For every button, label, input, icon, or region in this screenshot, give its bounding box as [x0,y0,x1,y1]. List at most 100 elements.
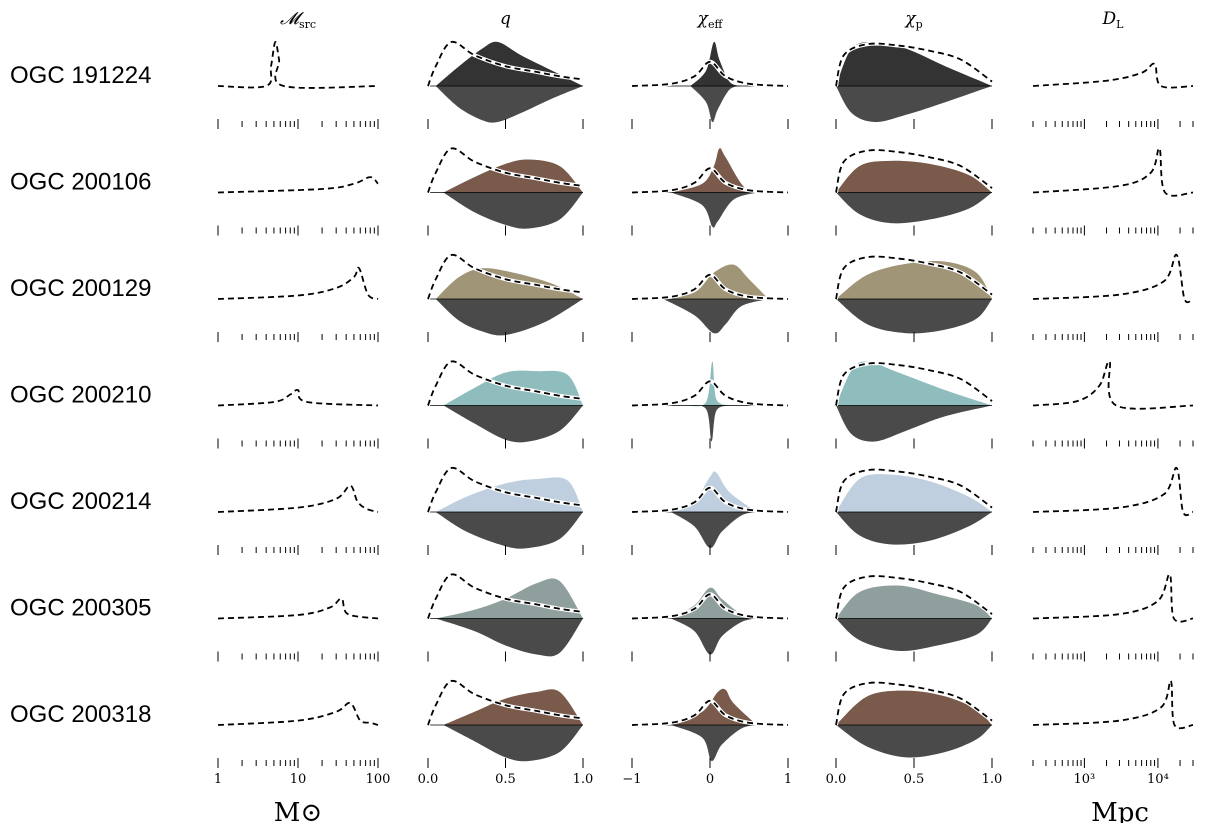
tick-label: 0 [706,772,714,787]
tick-row [631,119,789,129]
prior-curve [427,147,584,193]
panel-chi_eff [631,688,789,768]
posterior-lower-violin [443,725,583,762]
tick-label: 1.0 [573,772,594,787]
prior-curve [1032,573,1194,623]
posterior-upper-violin [435,41,583,86]
panel-mchirp [217,41,379,129]
prior-curve [427,253,584,300]
tick-row [427,545,584,555]
posterior-upper-violin [836,690,992,725]
prior-curve [217,484,379,513]
prior-curve [631,486,789,513]
tick-row [631,651,789,662]
panel-dl [1032,147,1194,236]
axis-unit-label: Mpc [1091,798,1149,823]
prior-curve [835,149,993,193]
tick-row [1032,119,1194,129]
tick-row [217,119,379,129]
posterior-lower-violin [690,86,742,123]
prior-curve [217,701,379,726]
posterior-lower-violin [836,725,992,758]
posterior-upper-violin [836,160,992,193]
panel-mchirp [217,176,379,236]
panel-dl [1032,573,1194,662]
prior-curve [217,176,379,194]
tick-row [427,438,584,449]
prior-curve [631,167,789,194]
prior-curve [427,573,584,619]
tick-row [1032,225,1194,236]
posterior-lower-violin [435,86,583,123]
posterior-lower-violin [836,86,992,123]
posterior-upper-violin [836,41,992,86]
panel-chi_p [834,41,994,129]
axis-unit-label: M⊙ [274,798,322,823]
panel-chi_eff [631,41,789,129]
event-label: OGC 200106 [10,169,151,196]
panel-chi_p [834,574,994,662]
posterior-lower-violin [435,512,583,549]
posterior-upper-violin [836,474,992,512]
prior-curve [631,60,789,87]
panel-q [426,39,584,129]
column-title-dl: DL [1102,9,1125,31]
posterior-lower-violin [435,299,583,336]
tick-row [217,545,379,555]
tick-row [835,438,993,449]
tick-row [631,545,789,555]
tick-row [427,651,584,662]
tick-row [835,332,993,342]
panel-q [426,465,584,555]
prior-curve [1032,680,1194,730]
tick-row [427,119,584,129]
panel-dl [1032,360,1194,449]
posterior-lower-violin [836,618,992,652]
prior-curve [1032,360,1194,410]
tick-label: 1 [214,772,222,787]
tick-label: 0.5 [495,772,516,787]
tick-row [217,651,379,662]
posterior-lower-violin [663,299,769,334]
prior-curve [427,40,584,87]
panel-chi_p [834,361,994,449]
posterior-lower-violin [443,405,583,443]
column-title-q: q [500,9,511,29]
panel-chi_eff [631,587,789,662]
prior-curve [427,679,584,726]
tick-row [1032,545,1194,555]
tick-row [217,225,379,236]
prior-curve [427,466,584,513]
panel-dl [1032,62,1194,129]
posterior-lower-violin [836,512,992,545]
tick-row [1032,651,1194,662]
tick-row [217,438,379,449]
column-title-chi_p: χp [904,9,922,31]
tick-row [427,758,584,768]
posterior-lower-violin [671,512,757,549]
tick-label: 10³ [1074,772,1096,787]
posterior-lower-violin [435,618,583,657]
panel-chi_p [834,680,994,768]
prior-curve [631,273,789,300]
panel-mchirp [217,597,379,662]
tick-row [427,332,584,342]
tick-label: 1.0 [982,772,1003,787]
prior-curve [835,362,993,406]
posterior-lower-violin [836,405,992,442]
tick-label: 10⁴ [1147,772,1169,787]
event-label: OGC 200318 [10,701,151,728]
prior-curve [217,41,379,89]
posterior-upper-violin [686,361,730,407]
prior-curve [835,255,993,300]
tick-label: 100 [366,772,391,787]
tick-row [631,438,789,449]
panel-dl [1032,254,1194,342]
panel-chi_eff [631,471,789,555]
posterior-lower-violin [671,192,757,228]
prior-curve [427,360,584,406]
prior-curve [631,380,789,407]
tick-label: 0.0 [826,772,847,787]
tick-row [1032,758,1194,768]
panel-chi_eff [631,361,789,449]
